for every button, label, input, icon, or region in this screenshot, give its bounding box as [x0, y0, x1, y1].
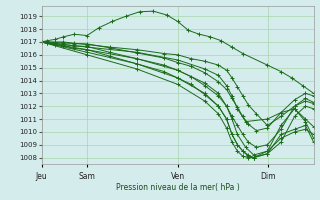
X-axis label: Pression niveau de la mer( hPa ): Pression niveau de la mer( hPa ): [116, 183, 239, 192]
